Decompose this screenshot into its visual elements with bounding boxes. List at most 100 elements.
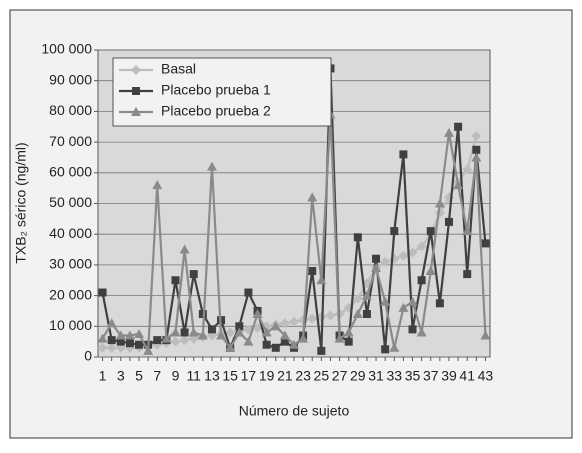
x-tick-label: 25: [314, 368, 330, 384]
x-tick-label: 7: [153, 368, 161, 384]
marker: [343, 327, 354, 337]
marker: [381, 345, 390, 354]
marker: [279, 330, 290, 340]
marker: [107, 336, 116, 345]
marker: [135, 340, 144, 349]
legend-marker: [131, 107, 141, 116]
marker: [462, 226, 473, 236]
x-tick-label: 13: [204, 368, 220, 384]
marker: [207, 325, 216, 334]
y-tick-label: 10 000: [49, 317, 92, 333]
marker: [390, 227, 399, 236]
marker: [262, 340, 271, 349]
marker: [453, 180, 464, 190]
marker: [416, 241, 427, 252]
x-axis-title: Número de sujeto: [239, 403, 350, 419]
y-tick-label: 90 000: [49, 71, 92, 87]
marker: [463, 270, 472, 279]
x-tick-label: 33: [386, 368, 402, 384]
marker: [244, 288, 253, 297]
y-tick-label: 100 000: [41, 41, 92, 57]
x-tick-label: 31: [368, 368, 384, 384]
marker: [407, 247, 418, 258]
marker: [280, 337, 289, 346]
marker: [435, 299, 444, 308]
marker: [308, 267, 317, 276]
legend-label: Placebo prueba 2: [161, 103, 271, 119]
marker: [353, 233, 362, 242]
marker: [471, 152, 482, 162]
marker: [289, 339, 299, 349]
marker: [152, 180, 163, 190]
marker: [261, 327, 272, 337]
x-tick-label: 43: [478, 368, 494, 384]
marker: [279, 318, 290, 329]
marker: [179, 244, 190, 254]
marker: [454, 122, 463, 131]
marker: [417, 276, 426, 285]
legend-label: Placebo prueba 1: [161, 82, 271, 98]
y-tick-label: 50 000: [49, 194, 92, 210]
marker: [97, 342, 108, 353]
marker: [125, 339, 134, 348]
marker: [325, 310, 336, 321]
marker: [271, 343, 280, 352]
x-tick-label: 27: [332, 368, 348, 384]
marker: [462, 164, 473, 175]
marker: [189, 270, 198, 279]
marker: [289, 316, 299, 327]
x-tick-label: 1: [99, 368, 107, 384]
marker: [361, 290, 372, 300]
y-tick-label: 30 000: [49, 256, 92, 272]
x-tick-label: 37: [423, 368, 439, 384]
x-tick-label: 3: [117, 368, 125, 384]
marker: [399, 150, 408, 159]
y-tick-label: 60 000: [49, 164, 92, 180]
x-tick-label: 9: [172, 368, 180, 384]
marker: [407, 296, 418, 306]
marker: [317, 346, 326, 355]
x-tick-label: 21: [277, 368, 293, 384]
marker: [116, 337, 125, 346]
marker: [481, 239, 490, 248]
marker: [197, 330, 208, 340]
marker: [180, 328, 189, 337]
x-tick-label: 19: [259, 368, 275, 384]
x-tick-label: 29: [350, 368, 366, 384]
marker: [344, 337, 353, 346]
y-tick-label: 70 000: [49, 133, 92, 149]
y-tick-label: 20 000: [49, 286, 92, 302]
x-tick-label: 11: [186, 368, 201, 384]
marker: [426, 227, 435, 236]
marker: [307, 313, 318, 324]
marker: [380, 256, 391, 267]
marker: [372, 254, 381, 263]
marker: [270, 321, 281, 331]
marker: [225, 327, 236, 338]
marker: [170, 336, 181, 347]
marker: [425, 266, 436, 276]
marker: [115, 330, 126, 340]
marker: [179, 335, 190, 346]
marker: [161, 333, 172, 343]
marker: [97, 333, 108, 343]
marker: [106, 342, 117, 353]
marker: [243, 336, 254, 346]
legend-marker: [131, 65, 141, 75]
x-tick-label: 5: [135, 368, 143, 384]
marker: [316, 275, 327, 285]
marker: [235, 322, 244, 331]
marker: [398, 250, 409, 261]
marker: [416, 327, 427, 337]
marker: [471, 130, 482, 141]
marker: [98, 288, 107, 297]
legend-marker: [132, 87, 140, 95]
x-tick-label: 39: [441, 368, 457, 384]
x-tick-label: 15: [222, 368, 238, 384]
marker: [380, 296, 391, 306]
marker: [252, 309, 263, 319]
marker: [170, 327, 181, 337]
y-axis-title: TXB₂ sérico (ng/ml): [13, 142, 29, 263]
marker: [234, 327, 245, 337]
